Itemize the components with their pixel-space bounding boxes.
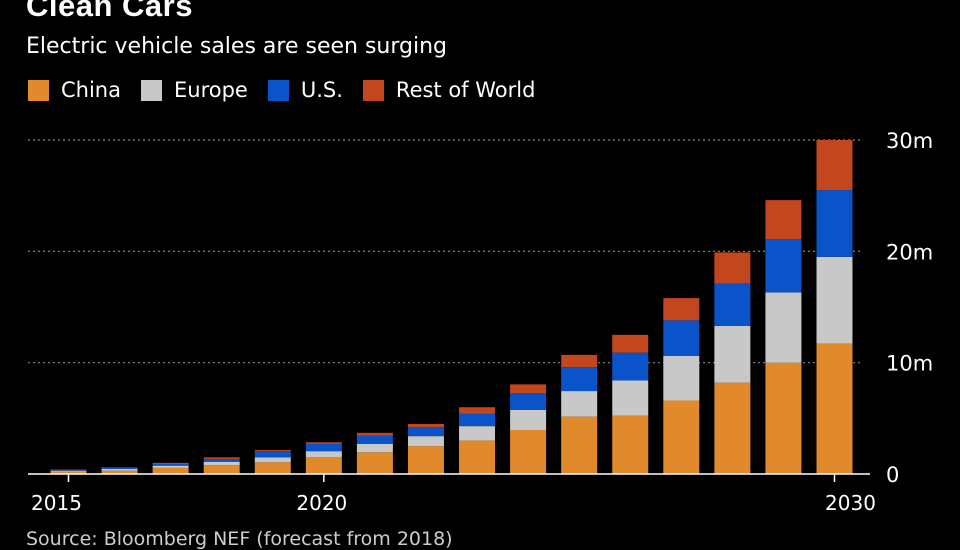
bar-china-2023 [459, 440, 496, 474]
bar-rest-of-world-2023 [459, 407, 496, 414]
bar-u-s-2028 [714, 283, 751, 326]
bar-europe-2021 [356, 443, 393, 453]
legend-item-europe: Europe [141, 78, 248, 102]
bar-u-s-2025 [561, 367, 598, 392]
bar-rest-of-world-2015 [50, 469, 87, 471]
bar-china-2020 [305, 457, 342, 474]
legend: China Europe U.S. Rest of World [28, 78, 555, 102]
x-tick-label-2030: 2030 [825, 491, 876, 515]
bar-europe-2018 [203, 461, 240, 466]
legend-swatch-china [28, 79, 49, 101]
bar-europe-2016 [101, 468, 138, 471]
bar-u-s-2015 [50, 470, 87, 471]
bar-u-s-2016 [101, 467, 138, 469]
bar-europe-2028 [714, 325, 751, 383]
bar-china-2017 [152, 467, 189, 474]
bar-rest-of-world-2016 [101, 467, 138, 468]
y-tick-label-30: 30m [886, 129, 933, 153]
bar-rest-of-world-2028 [714, 252, 751, 284]
bar-china-2029 [765, 362, 802, 474]
bar-europe-2029 [765, 292, 802, 363]
chart-title: Clean Cars [26, 0, 193, 23]
legend-swatch-rest-of-world [362, 79, 384, 101]
bar-rest-of-world-2017 [152, 462, 189, 464]
bar-china-2018 [203, 465, 240, 474]
bar-china-2022 [407, 446, 444, 474]
legend-label-us: U.S. [300, 78, 343, 102]
legend-item-china: China [28, 78, 121, 102]
chart-subtitle: Electric vehicle sales are seen surging [26, 34, 447, 59]
bar-u-s-2021 [356, 435, 393, 444]
bar-rest-of-world-2027 [663, 298, 700, 321]
bar-u-s-2023 [459, 413, 496, 427]
bar-u-s-2019 [254, 451, 291, 458]
bar-u-s-2027 [663, 320, 700, 356]
x-tick-label-2015: 2015 [31, 491, 82, 515]
bar-europe-2019 [254, 457, 291, 463]
bar-rest-of-world-2019 [254, 450, 291, 452]
bar-rest-of-world-2030 [816, 140, 853, 191]
bar-europe-2023 [459, 426, 496, 441]
bar-u-s-2024 [510, 393, 547, 410]
bar-europe-2030 [816, 256, 853, 344]
legend-swatch-us [267, 79, 289, 101]
bar-europe-2022 [407, 436, 444, 447]
bar-china-2015 [50, 471, 87, 474]
bar-rest-of-world-2021 [356, 432, 393, 436]
bar-u-s-2029 [765, 239, 802, 293]
bar-china-2026 [612, 415, 649, 474]
legend-item-rest-of-world: Rest of World [362, 78, 536, 102]
bar-europe-2027 [663, 355, 700, 401]
legend-label-europe: Europe [174, 78, 248, 102]
bar-china-2027 [663, 400, 700, 474]
bar-u-s-2020 [305, 443, 342, 452]
bar-europe-2020 [305, 451, 342, 458]
bar-europe-2017 [152, 465, 189, 468]
bar-europe-2026 [612, 380, 649, 416]
bar-china-2030 [816, 343, 853, 474]
legend-item-us: U.S. [267, 78, 343, 102]
bar-u-s-2026 [612, 352, 649, 381]
y-tick-label-10: 10m [886, 352, 933, 376]
bar-china-2016 [101, 470, 138, 474]
bar-china-2024 [510, 430, 547, 474]
bar-rest-of-world-2026 [612, 334, 649, 353]
legend-swatch-europe [141, 79, 162, 101]
bar-china-2025 [561, 416, 598, 474]
y-tick-label-0: 0 [886, 463, 899, 487]
bar-rest-of-world-2020 [305, 442, 342, 444]
bar-china-2028 [714, 382, 751, 474]
y-tick-label-20: 20m [886, 240, 933, 264]
bar-china-2021 [356, 452, 393, 474]
bar-u-s-2030 [816, 190, 853, 257]
bar-europe-2015 [50, 470, 87, 472]
bar-rest-of-world-2029 [765, 200, 802, 240]
bar-europe-2024 [510, 409, 547, 431]
bar-rest-of-world-2018 [203, 457, 240, 459]
x-tick-label-2020: 2020 [296, 491, 347, 515]
bar-u-s-2022 [407, 427, 444, 437]
bar-u-s-2018 [203, 458, 240, 462]
source-note: Source: Bloomberg NEF (forecast from 201… [26, 528, 453, 550]
bar-europe-2025 [561, 391, 598, 417]
bar-u-s-2017 [152, 463, 189, 466]
legend-label-rest-of-world: Rest of World [395, 78, 536, 102]
bar-rest-of-world-2022 [407, 423, 444, 428]
bar-rest-of-world-2024 [510, 384, 547, 394]
bar-rest-of-world-2025 [561, 354, 598, 368]
legend-label-china: China [61, 78, 121, 102]
bar-china-2019 [254, 462, 291, 474]
